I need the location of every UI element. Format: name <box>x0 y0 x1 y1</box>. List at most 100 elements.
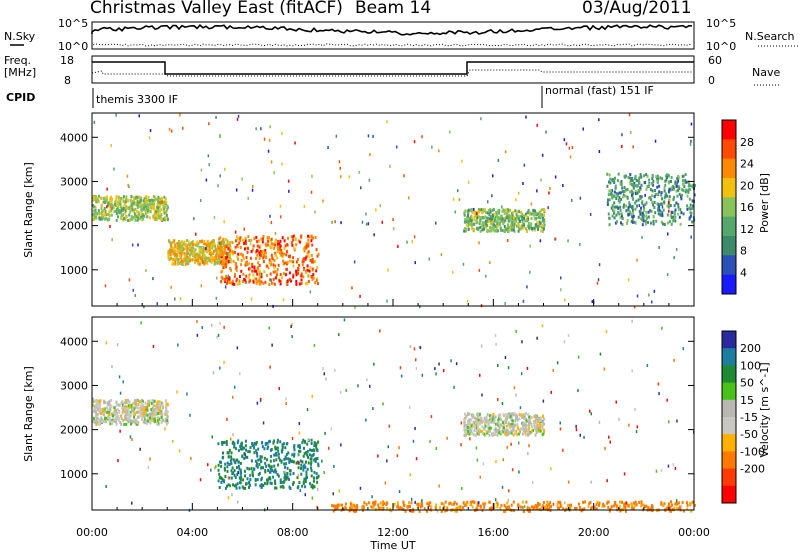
power-cell <box>195 232 197 236</box>
velocity-cell <box>516 433 519 437</box>
velocity-cell <box>406 505 409 509</box>
velocity-cell <box>133 415 135 419</box>
velocity-cell <box>132 412 135 416</box>
velocity-cell <box>605 330 608 334</box>
velocity-cell <box>311 483 314 487</box>
power-cell <box>153 202 156 206</box>
power-cell <box>537 227 540 231</box>
velocity-cell <box>506 429 509 433</box>
power-cell <box>95 199 98 203</box>
velocity-cell <box>430 415 433 419</box>
power-cell <box>286 279 289 283</box>
power-cell <box>144 204 147 208</box>
velocity-cell <box>276 447 279 451</box>
velocity-cell <box>414 500 416 504</box>
power-cell <box>634 207 637 211</box>
power-cell <box>274 253 277 257</box>
power-cell <box>115 204 117 208</box>
power-cell <box>668 209 670 213</box>
velocity-cell <box>301 441 304 445</box>
velocity-cell <box>130 419 133 423</box>
velocity-cell <box>515 416 518 420</box>
power-cell <box>294 238 297 242</box>
power-cell <box>95 212 98 216</box>
power-cell <box>130 215 133 218</box>
power-cell <box>522 217 525 221</box>
velocity-cell <box>668 420 670 424</box>
power-cell <box>609 181 612 185</box>
power-cell <box>262 260 265 263</box>
velocity-cell <box>110 398 112 402</box>
velocity-cell <box>528 507 531 511</box>
power-cell <box>675 201 678 205</box>
velocity-cell <box>243 469 246 473</box>
power-cell <box>153 199 156 203</box>
power-cell <box>614 186 617 190</box>
velocity-cell <box>547 503 550 507</box>
velocity-cell <box>308 453 311 457</box>
velocity-cell <box>107 416 110 420</box>
power-cell <box>678 215 681 219</box>
velocity-cell <box>159 405 162 409</box>
velocity-cell <box>384 481 387 485</box>
velocity-cell <box>511 468 514 472</box>
power-cell <box>506 239 509 242</box>
velocity-cell <box>274 482 277 485</box>
nsky-label: N.Sky <box>4 30 36 43</box>
power-cell <box>255 257 258 260</box>
power-cell <box>316 254 319 258</box>
power-cell <box>660 202 663 206</box>
power-cell <box>122 199 125 203</box>
power-cell <box>653 206 656 210</box>
power-cell <box>244 280 247 284</box>
power-cell <box>228 277 231 281</box>
velocity-cell <box>248 450 251 454</box>
power-cell <box>184 247 187 251</box>
power-cell <box>255 269 258 273</box>
power-cell <box>462 262 465 266</box>
velocity-cell <box>485 430 488 434</box>
power-cell <box>360 186 362 190</box>
power-cell <box>252 273 255 277</box>
velocity-cell <box>412 509 415 513</box>
power-cell <box>156 202 159 206</box>
velocity-cell <box>219 475 222 479</box>
power-cell <box>494 215 497 219</box>
velocity-cell <box>274 447 277 451</box>
power-cell <box>654 139 657 143</box>
power-cell <box>179 113 181 117</box>
power-cell <box>485 216 488 220</box>
velocity-cell <box>293 444 296 448</box>
power-cell <box>107 217 110 221</box>
power-cell <box>541 213 544 217</box>
power-cell <box>238 241 241 245</box>
velocity-cell <box>667 464 670 468</box>
power-cell <box>688 197 691 201</box>
power-cell <box>194 248 197 252</box>
velocity-cell <box>149 421 152 425</box>
power-cell <box>167 249 170 253</box>
velocity-cell <box>121 401 124 405</box>
velocity-colorbar-swatch <box>722 348 736 366</box>
power-cell <box>510 228 513 232</box>
velocity-cell <box>257 458 260 462</box>
power-cell <box>161 217 163 221</box>
power-cell <box>285 267 288 271</box>
velocity-cell <box>507 415 510 418</box>
velocity-cell <box>479 416 482 420</box>
power-colorbar-swatch <box>722 197 736 218</box>
velocity-cell <box>105 485 107 488</box>
power-colorbar-tick: 16 <box>740 201 754 214</box>
power-cell <box>644 222 647 226</box>
velocity-cell <box>108 404 111 408</box>
power-cell <box>136 206 139 209</box>
velocity-cell <box>124 410 126 414</box>
velocity-cell <box>260 478 263 482</box>
velocity-cell <box>129 435 132 439</box>
power-cell <box>633 182 636 185</box>
velocity-cell <box>144 412 147 416</box>
velocity-cell <box>524 431 527 435</box>
velocity-cell <box>456 506 459 510</box>
velocity-cell <box>589 409 591 413</box>
